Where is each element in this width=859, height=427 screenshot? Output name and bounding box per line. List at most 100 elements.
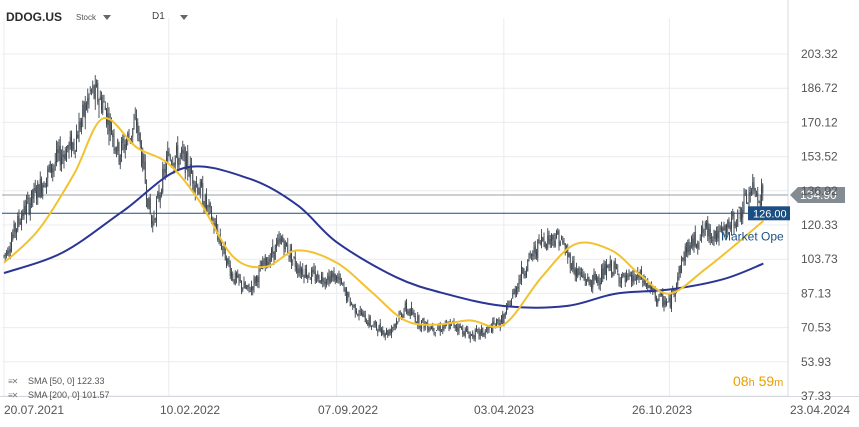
candle-body	[392, 327, 394, 329]
legend-sma200[interactable]: ≡✕ SMA [200, 0] 101.57	[8, 390, 110, 400]
candle-body	[358, 314, 360, 316]
candle-body	[292, 259, 294, 261]
candle-body	[43, 182, 45, 188]
candle-body	[511, 299, 512, 307]
candle-body	[736, 225, 737, 227]
candle-body	[417, 315, 419, 325]
candle-body	[161, 191, 162, 195]
candle-body	[93, 85, 95, 98]
candle-body	[529, 254, 531, 255]
candle-body	[281, 239, 282, 241]
candle-body	[472, 332, 474, 338]
sma200-line	[3, 165, 764, 309]
candle-body	[548, 232, 550, 242]
candle-body	[418, 315, 420, 327]
candle-body	[338, 276, 340, 281]
candle-body	[596, 274, 597, 283]
candle-body	[341, 279, 342, 285]
candle-body	[483, 333, 485, 337]
candle-body	[192, 171, 194, 184]
candle-body	[22, 212, 24, 216]
candle-body	[731, 217, 732, 230]
indicator-settings-icon[interactable]: ≡✕	[8, 390, 18, 400]
candle-body	[339, 277, 341, 281]
candle-body	[141, 145, 142, 166]
candle-body	[186, 153, 187, 170]
legend-sma50[interactable]: ≡✕ SMA [50, 0] 122.33	[8, 376, 105, 386]
candle-body	[117, 139, 119, 152]
timer-hours-unit: h	[748, 377, 755, 389]
candle-body	[452, 320, 454, 323]
candle-body	[473, 335, 475, 340]
candle-body	[439, 326, 441, 332]
candle-body	[459, 326, 461, 328]
candle-body	[746, 195, 747, 203]
candle-body	[597, 277, 599, 283]
candle-body	[402, 315, 404, 318]
candle-body	[412, 312, 414, 314]
candle-body	[259, 265, 261, 267]
candle-body	[659, 294, 661, 295]
candle-body	[244, 282, 246, 289]
candle-body	[399, 312, 401, 314]
candle-body	[501, 315, 502, 322]
candle-body	[183, 151, 185, 155]
candle-body	[509, 304, 511, 306]
candle-body	[434, 332, 436, 334]
candle-body	[21, 216, 22, 226]
candle-body	[191, 164, 192, 174]
candle-body	[144, 161, 146, 184]
candle-body	[571, 267, 572, 269]
symbol-label[interactable]: DDOG.US	[6, 10, 63, 24]
candle-body	[121, 141, 122, 157]
candle-body	[667, 301, 669, 303]
candle-body	[589, 280, 591, 285]
candle-body	[617, 270, 619, 272]
candle-body	[487, 328, 489, 330]
candle-body	[119, 155, 121, 165]
candle-body	[554, 240, 556, 247]
candle-body	[178, 158, 180, 168]
candle-body	[588, 277, 590, 281]
candle-body	[346, 288, 347, 301]
candle-body	[662, 293, 664, 307]
instrument-type-label: Stock	[76, 13, 97, 22]
candle-body	[328, 273, 330, 285]
candle-body	[39, 179, 41, 198]
candle-body	[76, 134, 77, 151]
candle-body	[159, 194, 161, 201]
candle-body	[279, 238, 281, 243]
candle-body	[229, 265, 231, 277]
candle-body	[87, 97, 89, 105]
y-tick-label: 53.93	[801, 355, 831, 369]
candle-body	[671, 291, 672, 310]
candle-body	[553, 238, 555, 245]
candle-body	[51, 164, 52, 173]
candle-body	[371, 325, 372, 327]
timeframe-label[interactable]: D1	[152, 11, 165, 22]
symbol-dropdown-icon[interactable]	[103, 15, 111, 20]
candle-body	[202, 183, 204, 206]
indicator-settings-icon[interactable]: ≡✕	[8, 376, 18, 386]
candle-body	[336, 275, 337, 282]
candle-body	[708, 227, 710, 237]
candle-body	[403, 310, 405, 317]
candle-body	[236, 272, 237, 278]
timeframe-dropdown-icon[interactable]	[180, 15, 188, 20]
candle-body	[679, 265, 681, 274]
candle-body	[241, 280, 242, 289]
candle-body	[562, 240, 564, 244]
candle-body	[609, 261, 611, 268]
candle-body	[559, 241, 561, 246]
candle-body	[647, 283, 649, 289]
candle-body	[449, 322, 451, 329]
candle-body	[327, 275, 329, 281]
candle-body	[7, 250, 9, 255]
candle-body	[563, 243, 565, 245]
y-tick-label: 87.13	[801, 286, 831, 300]
candle-body	[362, 312, 364, 317]
candle-body	[722, 227, 724, 234]
candle-body	[79, 121, 81, 130]
candle-body	[222, 248, 224, 250]
